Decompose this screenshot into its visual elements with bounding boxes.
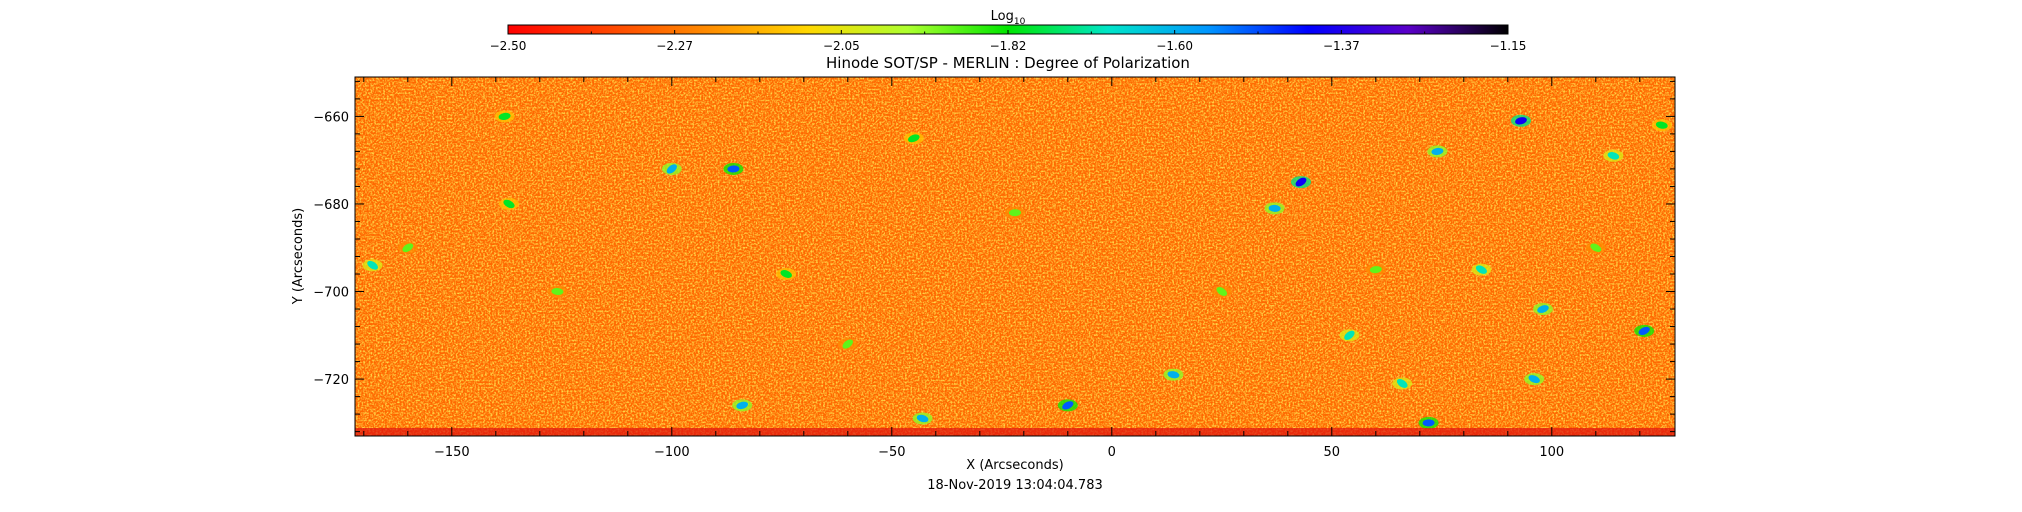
- y-axis-label: Y (Arcseconds): [291, 208, 306, 305]
- heatmap-texture: [355, 77, 1675, 436]
- feature-patch: [1422, 419, 1435, 427]
- colorbar-tick-label: −1.60: [1156, 39, 1193, 53]
- colorbar-tick-label: −2.27: [656, 39, 693, 53]
- chart-title: Hinode SOT/SP - MERLIN : Degree of Polar…: [826, 54, 1190, 72]
- feature-patch: [367, 260, 378, 270]
- x-tick-label: −50: [878, 445, 905, 460]
- feature-patch: [1431, 147, 1444, 155]
- x-axis-label: X (Arcseconds): [966, 458, 1063, 473]
- x-tick-label: 50: [1324, 445, 1341, 460]
- y-tick-label: −680: [313, 198, 349, 213]
- feature-patch: [1515, 117, 1527, 125]
- feature-patch: [1655, 121, 1668, 129]
- colorbar-ticks: −2.50 −2.27 −2.05 −1.82 −1.60 −1.37 −1.15: [490, 30, 1527, 53]
- bottom-artifact-band: [355, 428, 1675, 436]
- feature-patch: [1537, 305, 1549, 313]
- feature-patch: [1590, 243, 1602, 253]
- y-tick-label: −720: [313, 373, 349, 388]
- feature-patch: [908, 134, 920, 143]
- feature-patch: [1528, 375, 1540, 384]
- feature-patch: [1268, 204, 1281, 212]
- feature-patch: [1607, 152, 1620, 160]
- x-axis: −150 −100 −50 0 50 100: [363, 77, 1641, 460]
- feature-patch: [1062, 401, 1074, 410]
- colorbar-tick-label: −2.50: [490, 39, 527, 53]
- feature-patch: [1167, 371, 1180, 379]
- colorbar-gradient: [508, 25, 1508, 34]
- feature-patch: [503, 199, 515, 209]
- colorbar-tick-label: −1.82: [990, 39, 1027, 53]
- x-tick-label: 0: [1108, 445, 1116, 460]
- feature-patch: [780, 270, 792, 278]
- feature-patch: [1295, 177, 1307, 187]
- colorbar-tick-label: −1.37: [1323, 39, 1360, 53]
- y-tick-label: −660: [313, 110, 349, 125]
- feature-patch: [1009, 209, 1021, 217]
- feature-patch: [842, 339, 853, 349]
- feature-patch: [666, 164, 677, 174]
- feature-patch: [1396, 378, 1408, 388]
- colorbar-label: Log10: [991, 9, 1026, 27]
- x-tick-label: 100: [1539, 445, 1564, 460]
- colorbar-tick-label: −1.15: [1490, 39, 1527, 53]
- feature-patch: [1475, 265, 1487, 274]
- x-tick-label: −150: [434, 445, 470, 460]
- feature-patch: [498, 112, 511, 120]
- x-tick-label: −100: [654, 445, 690, 460]
- feature-patch: [1344, 330, 1355, 340]
- feature-patch: [727, 165, 740, 173]
- feature-patch: [1369, 266, 1382, 274]
- y-tick-label: −700: [313, 286, 349, 301]
- y-axis: −660 −680 −700 −720: [313, 80, 1675, 433]
- feature-patch: [551, 287, 564, 296]
- timestamp: 18-Nov-2019 13:04:04.783: [927, 478, 1103, 493]
- feature-patch: [916, 414, 929, 423]
- feature-patch: [1216, 287, 1228, 297]
- colorbar-tick-label: −2.05: [823, 39, 860, 53]
- plot-area: −150 −100 −50 0 50 100 −660 −680 −700 −720: [313, 76, 1676, 460]
- feature-patch: [1638, 326, 1650, 336]
- colorbar: Log10 −2.50 −2.27 −2.05 −1.82 −1.60 −1.37 −1.1…: [490, 9, 1527, 53]
- feature-patch: [402, 243, 414, 253]
- heatmap-features: [362, 110, 1672, 429]
- feature-patch: [736, 401, 749, 410]
